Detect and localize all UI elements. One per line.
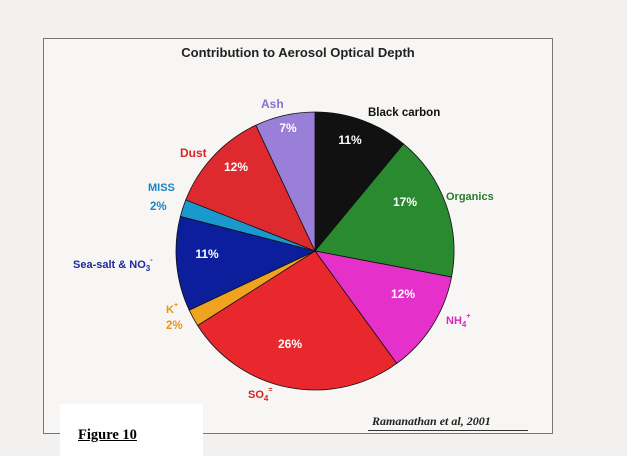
figure-label: Figure 10 [78,427,137,443]
value-label-nh4-: 12% [391,287,415,301]
name-label-organics: Organics [446,191,494,203]
pie-slice-organics [314,143,455,278]
value-label-ash: 7% [279,121,297,135]
name-label-k-: K+ [166,302,178,316]
value-label-so4-: 26% [278,337,302,351]
value-label-k-: 2% [166,320,183,332]
pie-slice-ash [255,111,316,252]
pie-slice-black-carbon [314,111,405,253]
value-label-sea-salt-no3-: 11% [195,247,219,261]
credit-underline [368,430,528,431]
value-label-miss: 2% [150,201,167,213]
name-label-so4-: SO4= [248,387,272,403]
figure-label-box [60,404,203,456]
pie-slice-dust [185,124,316,252]
name-label-black-carbon: Black carbon [368,107,440,119]
chart-title: Contribution to Aerosol Optical Depth [181,45,415,60]
pie-slice-sea-salt-no3- [175,215,317,311]
name-label-miss: MISS [148,182,175,194]
credit-text: Ramanathan et al, 2001 [372,414,491,428]
pie-slice-so4- [197,250,398,391]
name-label-nh4-: NH4+ [446,313,470,329]
value-label-organics: 17% [393,195,417,209]
pie-slice-nh4- [314,250,453,365]
value-label-dust: 12% [224,160,248,174]
name-label-dust: Dust [180,146,207,160]
value-label-black-carbon: 11% [338,133,362,147]
name-label-ash: Ash [261,97,284,111]
name-label-sea-salt-no3-: Sea-salt & NO3- [73,257,153,273]
